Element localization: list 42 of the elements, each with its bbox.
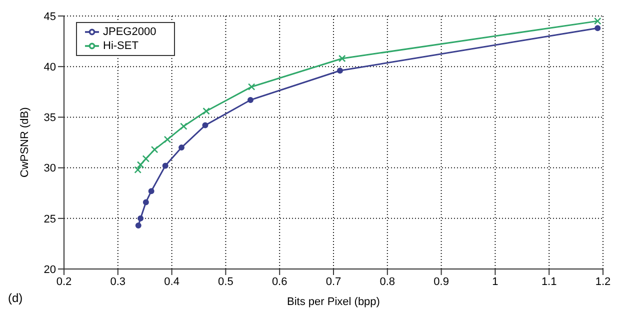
point bbox=[202, 107, 210, 115]
point bbox=[164, 136, 172, 144]
x-tick-label: 1.1 bbox=[541, 276, 557, 288]
point bbox=[138, 215, 144, 222]
point bbox=[135, 222, 142, 228]
x-tick-label: 0.2 bbox=[56, 276, 72, 288]
point bbox=[134, 166, 142, 174]
x-tick-label: 0.9 bbox=[434, 276, 449, 288]
y-tick-label: 45 bbox=[44, 10, 56, 23]
x-axis-title: Bits per Pixel (bpp) bbox=[287, 296, 380, 308]
x-tick-label: 1.2 bbox=[595, 276, 611, 288]
legend-label: JPEG2000 bbox=[103, 26, 156, 38]
legend-label: Hi-SET bbox=[103, 40, 138, 52]
x-tick-label: 0.3 bbox=[110, 276, 126, 288]
x-tick-label: 0.8 bbox=[380, 276, 396, 288]
point bbox=[180, 122, 188, 130]
x-tick-label: 0.5 bbox=[218, 276, 234, 288]
point bbox=[336, 68, 343, 74]
point bbox=[594, 17, 602, 25]
x-tick-label: 0.7 bbox=[326, 276, 342, 288]
text: (d) bbox=[8, 291, 23, 305]
point bbox=[594, 25, 601, 32]
point bbox=[338, 54, 346, 62]
point bbox=[248, 83, 256, 90]
point bbox=[136, 161, 144, 168]
point bbox=[148, 188, 154, 194]
point bbox=[247, 96, 254, 103]
y-tick-label: 30 bbox=[44, 162, 56, 175]
point bbox=[162, 162, 168, 169]
x-tick-label: 1 bbox=[492, 276, 498, 288]
y-tick-label: 40 bbox=[44, 62, 56, 74]
x-tick-label: 0.6 bbox=[272, 276, 288, 288]
y-tick-label: 20 bbox=[44, 264, 56, 276]
point bbox=[202, 122, 208, 128]
point bbox=[142, 155, 150, 162]
point bbox=[142, 199, 149, 206]
y-tick-label: 35 bbox=[44, 112, 56, 124]
x-tick-label: 0.4 bbox=[164, 276, 180, 288]
point bbox=[150, 146, 158, 154]
y-tick-label: 25 bbox=[44, 213, 56, 226]
point bbox=[178, 144, 184, 151]
y-axis-title: CwPSNR (dB) bbox=[18, 107, 31, 178]
